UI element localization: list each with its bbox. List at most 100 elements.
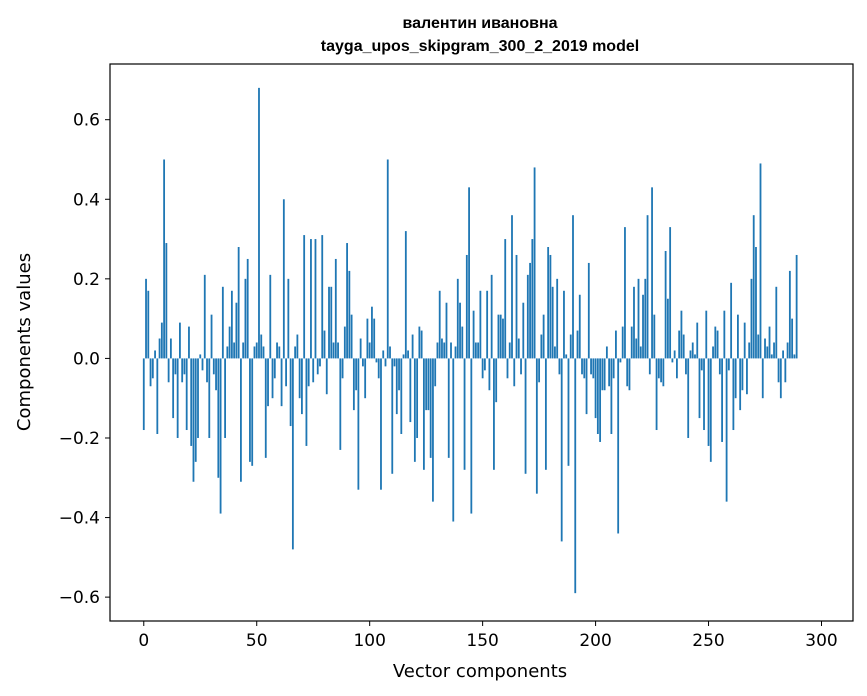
bar bbox=[483, 358, 486, 371]
bar bbox=[445, 302, 448, 359]
bar bbox=[307, 358, 310, 387]
bar bbox=[513, 358, 516, 387]
bar bbox=[621, 326, 624, 359]
bar bbox=[603, 358, 606, 391]
bar bbox=[276, 342, 278, 359]
bar bbox=[585, 358, 588, 415]
bar bbox=[291, 358, 294, 550]
bar bbox=[777, 358, 780, 383]
bar bbox=[233, 342, 236, 359]
bar bbox=[267, 358, 269, 407]
bar bbox=[651, 187, 653, 359]
bar bbox=[371, 306, 373, 359]
bar bbox=[420, 330, 423, 359]
bar bbox=[653, 314, 656, 359]
bar bbox=[737, 314, 739, 359]
bar bbox=[671, 358, 674, 363]
bar bbox=[567, 358, 570, 466]
bar bbox=[544, 358, 547, 470]
bar bbox=[685, 358, 687, 375]
bar bbox=[748, 342, 751, 359]
bar bbox=[160, 322, 163, 359]
bar bbox=[766, 346, 769, 359]
bar bbox=[269, 274, 272, 359]
bar bbox=[197, 358, 199, 438]
bar bbox=[341, 358, 344, 379]
bar bbox=[531, 239, 534, 359]
bar bbox=[515, 254, 518, 359]
bar bbox=[169, 338, 172, 359]
bar bbox=[721, 358, 723, 442]
bar bbox=[264, 358, 267, 458]
bar bbox=[244, 278, 247, 359]
bar bbox=[687, 358, 690, 438]
bar bbox=[447, 358, 450, 458]
bar bbox=[615, 330, 617, 359]
bar bbox=[664, 250, 667, 359]
bar bbox=[569, 334, 572, 359]
bar bbox=[596, 358, 599, 434]
bar bbox=[599, 358, 602, 442]
bar bbox=[334, 258, 337, 359]
bar bbox=[739, 358, 742, 411]
y-axis: −0.6 −0.4 −0.2 0.0 0.2 0.4 0.6 bbox=[59, 111, 110, 608]
bar bbox=[682, 334, 685, 359]
y-tick-label: 0.6 bbox=[73, 111, 100, 131]
bar bbox=[375, 358, 378, 363]
bar bbox=[716, 330, 719, 359]
bar bbox=[574, 358, 577, 594]
bar bbox=[337, 342, 339, 359]
bar bbox=[572, 215, 574, 359]
bar bbox=[522, 302, 525, 359]
bar bbox=[558, 358, 561, 375]
bar bbox=[411, 334, 414, 359]
bar bbox=[194, 358, 197, 462]
bar bbox=[235, 302, 238, 359]
bar bbox=[504, 239, 507, 359]
bar bbox=[393, 358, 396, 367]
bar bbox=[535, 358, 538, 494]
bar bbox=[377, 358, 380, 379]
bar bbox=[219, 358, 222, 514]
bar bbox=[594, 358, 597, 419]
bar bbox=[296, 334, 299, 359]
bar bbox=[703, 358, 705, 431]
bar bbox=[359, 338, 362, 359]
bar bbox=[497, 314, 500, 359]
bar bbox=[764, 338, 766, 359]
bar bbox=[732, 358, 735, 431]
bar bbox=[242, 342, 245, 359]
bar bbox=[400, 358, 403, 434]
bar bbox=[154, 350, 156, 359]
bar bbox=[791, 318, 794, 359]
bar bbox=[563, 290, 565, 359]
bar bbox=[680, 310, 683, 359]
bar bbox=[305, 358, 308, 446]
bar bbox=[303, 235, 306, 359]
bar bbox=[587, 262, 590, 359]
bar bbox=[490, 274, 493, 359]
bar bbox=[425, 358, 428, 411]
bar bbox=[217, 358, 220, 478]
bar bbox=[212, 358, 215, 375]
bar bbox=[240, 358, 242, 482]
bar bbox=[441, 338, 443, 359]
bar bbox=[192, 358, 195, 482]
bar bbox=[639, 346, 642, 359]
bar bbox=[255, 342, 258, 359]
bar bbox=[208, 358, 211, 438]
bar bbox=[454, 346, 457, 359]
bar bbox=[323, 330, 326, 359]
bar bbox=[635, 338, 638, 359]
bar bbox=[511, 215, 513, 359]
bar bbox=[538, 358, 541, 383]
bar bbox=[364, 358, 367, 399]
bar bbox=[486, 290, 489, 359]
bar bbox=[761, 358, 764, 399]
bar bbox=[203, 274, 206, 359]
bar bbox=[642, 294, 644, 359]
bar bbox=[624, 227, 626, 359]
bar bbox=[786, 342, 789, 359]
bar bbox=[185, 358, 188, 431]
